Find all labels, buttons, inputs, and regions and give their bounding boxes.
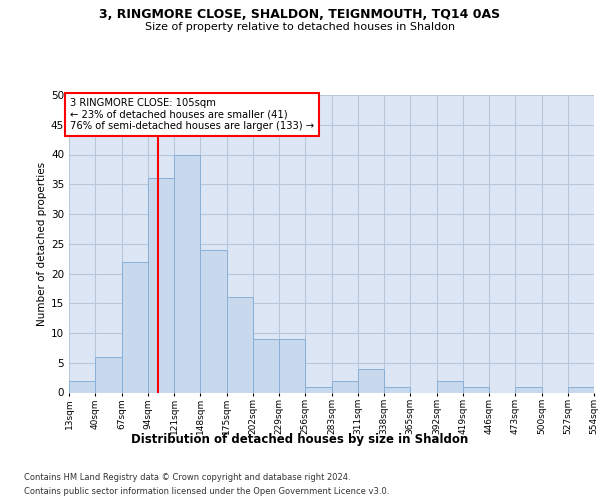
Text: Distribution of detached houses by size in Shaldon: Distribution of detached houses by size … [131, 432, 469, 446]
Bar [437, 380, 463, 392]
Y-axis label: Number of detached properties: Number of detached properties [37, 162, 47, 326]
Bar [358, 368, 384, 392]
Bar [305, 386, 331, 392]
Bar [95, 357, 121, 392]
Text: Contains public sector information licensed under the Open Government Licence v3: Contains public sector information licen… [24, 488, 389, 496]
Bar [279, 339, 305, 392]
Bar [200, 250, 227, 392]
Bar [568, 386, 594, 392]
Bar [253, 339, 279, 392]
Bar [69, 380, 95, 392]
Text: Size of property relative to detached houses in Shaldon: Size of property relative to detached ho… [145, 22, 455, 32]
Text: 3 RINGMORE CLOSE: 105sqm
← 23% of detached houses are smaller (41)
76% of semi-d: 3 RINGMORE CLOSE: 105sqm ← 23% of detach… [70, 98, 314, 131]
Bar [515, 386, 542, 392]
Bar [463, 386, 489, 392]
Text: 3, RINGMORE CLOSE, SHALDON, TEIGNMOUTH, TQ14 0AS: 3, RINGMORE CLOSE, SHALDON, TEIGNMOUTH, … [100, 8, 500, 20]
Text: Contains HM Land Registry data © Crown copyright and database right 2024.: Contains HM Land Registry data © Crown c… [24, 472, 350, 482]
Bar [227, 298, 253, 392]
Bar [121, 262, 148, 392]
Bar [148, 178, 174, 392]
Bar [174, 154, 200, 392]
Bar [331, 380, 358, 392]
Bar [384, 386, 410, 392]
